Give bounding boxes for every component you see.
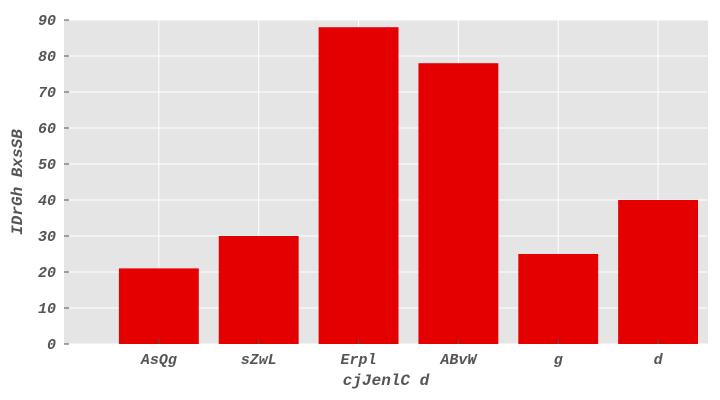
y-axis-ticks: 0 10 20 30 40 50 60 70 80 90 (38, 13, 69, 354)
x-tick-label: AsQg (140, 352, 177, 369)
y-tick-label: 10 (38, 301, 56, 318)
x-axis-ticks: AsQg sZwL Erpl ABvW g d (140, 339, 664, 369)
y-tick-label: 80 (38, 49, 56, 66)
x-tick-label: sZwL (241, 352, 277, 369)
y-tick-label: 30 (38, 229, 56, 246)
x-tick-label: g (554, 352, 563, 369)
bar (218, 236, 299, 344)
y-tick-label: 70 (38, 85, 56, 102)
bar (318, 27, 399, 344)
x-tick-label: Erpl (341, 352, 377, 369)
y-tick-label: 0 (47, 337, 56, 354)
y-axis-label: IDrGh BxsSB (9, 129, 27, 235)
y-tick-label: 50 (38, 157, 56, 174)
bar (618, 200, 699, 344)
y-tick-label: 60 (38, 121, 56, 138)
bar (418, 63, 499, 344)
bars (118, 27, 699, 344)
y-tick-label: 40 (38, 193, 56, 210)
bar (118, 268, 199, 344)
x-axis-label: cjJenlC d (343, 372, 430, 390)
x-tick-label: d (654, 352, 664, 369)
y-tick-label: 90 (38, 13, 56, 30)
y-tick-label: 20 (38, 265, 56, 282)
bar (518, 254, 599, 344)
x-tick-label: ABvW (439, 352, 478, 369)
